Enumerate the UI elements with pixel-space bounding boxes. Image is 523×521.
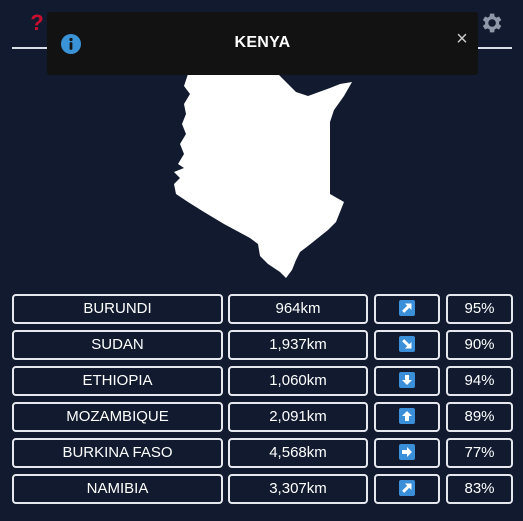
guess-proximity: 90%: [446, 330, 513, 360]
guess-country: BURKINA FASO: [12, 438, 223, 468]
guess-country: BURUNDI: [12, 294, 223, 324]
guess-distance: 1,937km: [228, 330, 368, 360]
northeast-arrow-icon: [399, 299, 415, 316]
guess-distance: 2,091km: [228, 402, 368, 432]
help-icon[interactable]: ?: [30, 10, 44, 35]
guess-row: NAMIBIA 3,307km 83%: [12, 474, 513, 504]
guess-list: BURUNDI 964km 95% SUDAN 1,937km 90% ETHIOPIA 1,…: [12, 294, 513, 510]
guess-direction: [374, 294, 440, 324]
north-arrow-icon: [399, 407, 415, 424]
guess-proximity: 89%: [446, 402, 513, 432]
guess-row: SUDAN 1,937km 90%: [12, 330, 513, 360]
guess-row: BURKINA FASO 4,568km 77%: [12, 438, 513, 468]
guess-direction: [374, 402, 440, 432]
guess-distance: 3,307km: [228, 474, 368, 504]
guess-country: SUDAN: [12, 330, 223, 360]
country-silhouette: [168, 74, 356, 278]
country-toast: KENYA ×: [47, 12, 478, 75]
guess-row: BURUNDI 964km 95%: [12, 294, 513, 324]
guess-direction: [374, 438, 440, 468]
guess-country: MOZAMBIQUE: [12, 402, 223, 432]
southeast-arrow-icon: [399, 335, 415, 352]
guess-direction: [374, 474, 440, 504]
guess-country: NAMIBIA: [12, 474, 223, 504]
northeast-arrow-icon: [399, 479, 415, 496]
guess-proximity: 83%: [446, 474, 513, 504]
guess-row: MOZAMBIQUE 2,091km 89%: [12, 402, 513, 432]
guess-proximity: 95%: [446, 294, 513, 324]
gear-icon[interactable]: [478, 10, 504, 36]
south-arrow-icon: [399, 371, 415, 388]
guess-distance: 964km: [228, 294, 368, 324]
close-button[interactable]: ×: [456, 28, 468, 50]
east-arrow-icon: [399, 443, 415, 460]
guess-distance: 4,568km: [228, 438, 368, 468]
guess-direction: [374, 330, 440, 360]
toast-title: KENYA: [234, 34, 291, 51]
guess-distance: 1,060km: [228, 366, 368, 396]
guess-row: ETHIOPIA 1,060km 94%: [12, 366, 513, 396]
guess-proximity: 94%: [446, 366, 513, 396]
info-icon: [61, 34, 81, 54]
guess-country: ETHIOPIA: [12, 366, 223, 396]
guess-proximity: 77%: [446, 438, 513, 468]
guess-direction: [374, 366, 440, 396]
